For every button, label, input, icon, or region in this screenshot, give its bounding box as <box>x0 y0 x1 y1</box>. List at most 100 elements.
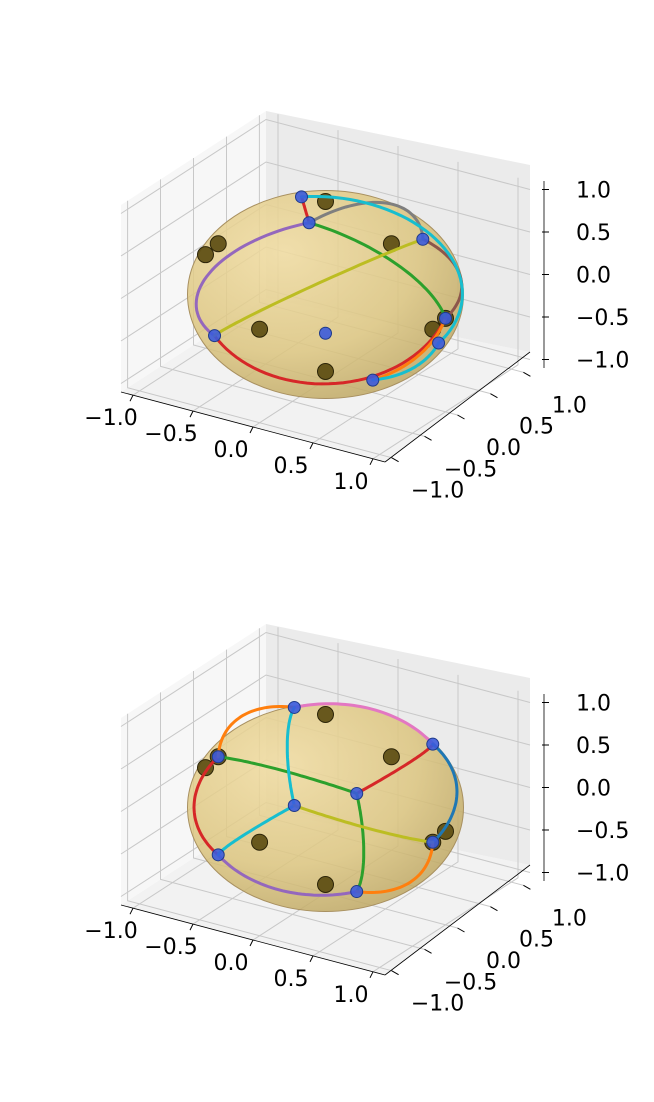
y-tick-label: −1.0 <box>411 479 464 504</box>
y-tick <box>391 970 399 976</box>
x-tick-label: 1.0 <box>334 470 369 495</box>
grid-line-y <box>160 179 425 437</box>
blue-point <box>287 799 301 813</box>
y-tick <box>457 927 465 933</box>
x-tick <box>129 907 134 915</box>
dark-point <box>317 876 334 893</box>
dark-point <box>251 833 269 851</box>
y-tick <box>424 948 432 954</box>
blue-point <box>302 216 316 230</box>
y-tick-label: 0.0 <box>486 436 521 461</box>
blue-point <box>432 336 446 350</box>
z-tick-label: 0.0 <box>576 264 611 289</box>
curve <box>355 792 366 894</box>
z-tick-label: 0.5 <box>576 734 611 759</box>
blue-point <box>211 750 225 764</box>
y-tick-label: 1.0 <box>552 393 587 418</box>
y-tick <box>457 414 465 420</box>
z-tick-label: −1.0 <box>576 862 629 887</box>
curve <box>307 221 447 320</box>
z-tick-label: 1.0 <box>576 179 611 204</box>
y-tick <box>523 371 531 377</box>
grid-line-x <box>312 674 459 957</box>
grid-line-x <box>312 161 459 444</box>
blue-point <box>319 326 332 340</box>
blue-point <box>211 848 225 862</box>
y-axis-line <box>384 864 531 976</box>
z-tick-label: 1.0 <box>576 692 611 717</box>
curve <box>355 840 435 894</box>
y-axis-line <box>384 351 531 463</box>
curve <box>216 755 359 795</box>
x-tick <box>249 426 254 434</box>
curve <box>371 341 441 382</box>
curve <box>292 702 435 746</box>
dark-point <box>209 235 227 253</box>
curve <box>216 705 296 759</box>
grid-line-y <box>160 692 425 950</box>
dark-point <box>437 822 454 840</box>
y-tick-label: −0.5 <box>444 970 497 995</box>
z-tick-label: −0.5 <box>576 819 629 844</box>
x-tick <box>189 923 194 931</box>
subplot-bottom: −1.0−1.0−1.0−0.5−0.5−0.50.0 0.00.00.50.50… <box>84 624 629 1017</box>
y-tick-label: 0.5 <box>519 928 554 953</box>
x-tick <box>309 442 314 450</box>
y-tick-label: −0.5 <box>444 457 497 482</box>
x-tick-label: 0.0 <box>214 951 249 976</box>
curve <box>192 755 220 857</box>
curve <box>194 221 311 338</box>
curve <box>371 316 447 382</box>
dark-point <box>197 246 214 264</box>
blue-point <box>426 835 440 849</box>
blue-point <box>287 700 301 714</box>
grid-line-z <box>120 118 531 214</box>
curve <box>212 316 447 386</box>
dark-point <box>197 759 214 777</box>
blue-point <box>366 373 380 387</box>
y-tick <box>424 435 432 441</box>
x-tick <box>249 939 254 947</box>
y-tick-label: 1.0 <box>552 906 587 931</box>
x-tick <box>189 410 194 418</box>
grid-line-x <box>372 177 519 460</box>
dark-point <box>251 320 269 338</box>
blue-point <box>208 329 222 343</box>
z-tick-label: −0.5 <box>576 306 629 331</box>
grid-line-z <box>120 161 531 257</box>
y-tick <box>391 457 399 463</box>
y-tick <box>490 393 498 399</box>
x-tick-label: −0.5 <box>144 422 197 447</box>
z-tick-label: −1.0 <box>576 349 629 374</box>
x-tick-label: −0.5 <box>144 935 197 960</box>
x-tick <box>369 971 374 979</box>
curve <box>431 742 459 844</box>
dark-point <box>317 706 334 723</box>
blue-point <box>350 885 364 899</box>
curve <box>216 853 359 897</box>
curve <box>300 195 464 345</box>
y-tick <box>523 884 531 890</box>
z-tick-label: 0.5 <box>576 221 611 246</box>
x-tick-label: −1.0 <box>84 406 137 431</box>
dark-point <box>317 363 334 380</box>
x-tick-label: 0.5 <box>274 967 309 992</box>
grid-line-y <box>127 713 392 972</box>
x-tick <box>369 458 374 466</box>
x-tick <box>129 394 134 402</box>
curve <box>307 200 425 241</box>
grid-line-y <box>127 200 392 459</box>
dark-point <box>382 748 400 766</box>
blue-point <box>439 311 452 325</box>
blue-point <box>350 786 364 800</box>
x-tick <box>309 955 314 963</box>
curve <box>292 804 435 844</box>
blue-point <box>426 737 440 751</box>
y-tick-label: 0.5 <box>519 415 554 440</box>
y-tick-label: 0.0 <box>486 949 521 974</box>
curve <box>285 705 296 807</box>
blue-point <box>416 232 430 246</box>
curve <box>212 237 425 338</box>
grid-line-z <box>120 674 531 770</box>
